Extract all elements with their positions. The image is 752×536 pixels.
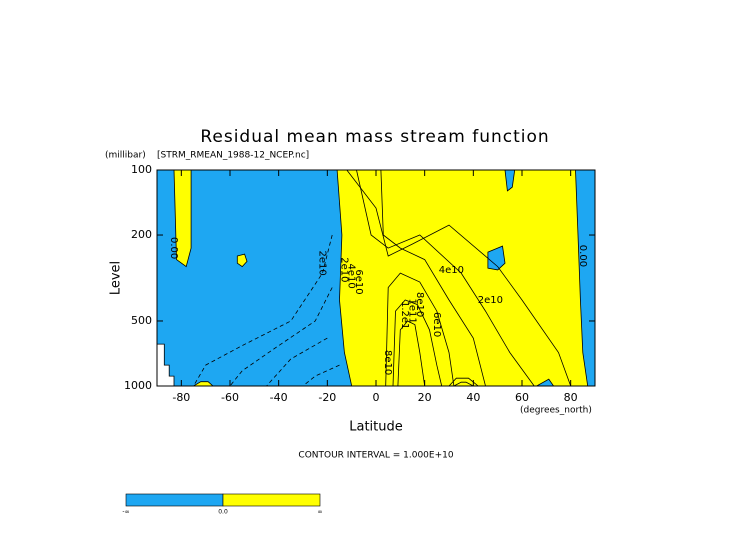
colorbar-swatch	[125, 493, 224, 507]
contour-label: 6e10	[353, 269, 364, 294]
y-tick-label: 200	[131, 228, 152, 241]
contour-label: 2e10	[338, 257, 349, 282]
y-tick-label: 100	[131, 163, 152, 176]
x-axis-label: Latitude	[349, 420, 403, 435]
contour-line	[380, 170, 486, 386]
contour-line	[385, 272, 455, 386]
x-unit: (degrees_north)	[520, 406, 592, 416]
x-tick-label: -80	[172, 391, 190, 404]
contour-line	[193, 234, 333, 386]
contour-line	[392, 299, 443, 386]
x-tick-label: -40	[270, 391, 288, 404]
colorbar-label: ∞	[318, 509, 323, 516]
y-unit: (millibar)	[105, 151, 146, 161]
contour-line	[346, 170, 572, 386]
y-tick-label: 500	[131, 314, 152, 327]
contour-label: 1e11	[407, 298, 418, 323]
contour-label: 8e10	[382, 350, 393, 375]
contour-region	[575, 170, 595, 386]
y-axis-label: Level	[109, 261, 124, 295]
subtitle: [STRM_RMEAN_1988-12_NCEP.nc]	[157, 151, 309, 161]
x-tick-label: 0	[373, 391, 380, 404]
x-tick-label: -20	[318, 391, 336, 404]
contour-region	[504, 170, 516, 192]
colorbar-swatch	[222, 493, 321, 507]
contour-region	[535, 378, 555, 386]
contour-line	[302, 364, 340, 386]
contour-label: 4e10	[439, 265, 464, 276]
contour-label: 6e10	[431, 312, 442, 337]
x-tick-label: 60	[515, 391, 529, 404]
contour-label: 1.2e1	[399, 301, 410, 329]
contour-region	[157, 343, 175, 386]
contour-region	[157, 170, 353, 386]
contour-interval: CONTOUR INTERVAL = 1.000E+10	[298, 451, 453, 461]
colorbar-label: 0.0	[218, 509, 228, 516]
contour-line	[453, 381, 474, 386]
contour-label: 4e10	[346, 264, 357, 289]
x-tick-label: 40	[466, 391, 480, 404]
contour-region	[192, 381, 214, 386]
colorbar-label: -∞	[122, 509, 129, 516]
contour-label: 8e10	[414, 292, 425, 317]
x-tick-label: 80	[564, 391, 578, 404]
contour-region	[173, 170, 192, 268]
contour-line	[266, 337, 328, 386]
contour-label: 2e10	[316, 251, 327, 276]
x-tick-label: -60	[221, 391, 239, 404]
contour-line	[356, 170, 535, 386]
contour-label: 0.00	[577, 245, 588, 267]
contour-region	[236, 253, 248, 268]
x-tick-label: 20	[418, 391, 432, 404]
contour-label: 2e10	[478, 295, 503, 306]
contour-line	[397, 320, 426, 386]
contour-region	[487, 245, 506, 271]
y-tick-label: 1000	[124, 379, 152, 392]
chart-title: Residual mean mass stream function	[200, 127, 549, 147]
contour-label: 0.00	[168, 237, 179, 259]
